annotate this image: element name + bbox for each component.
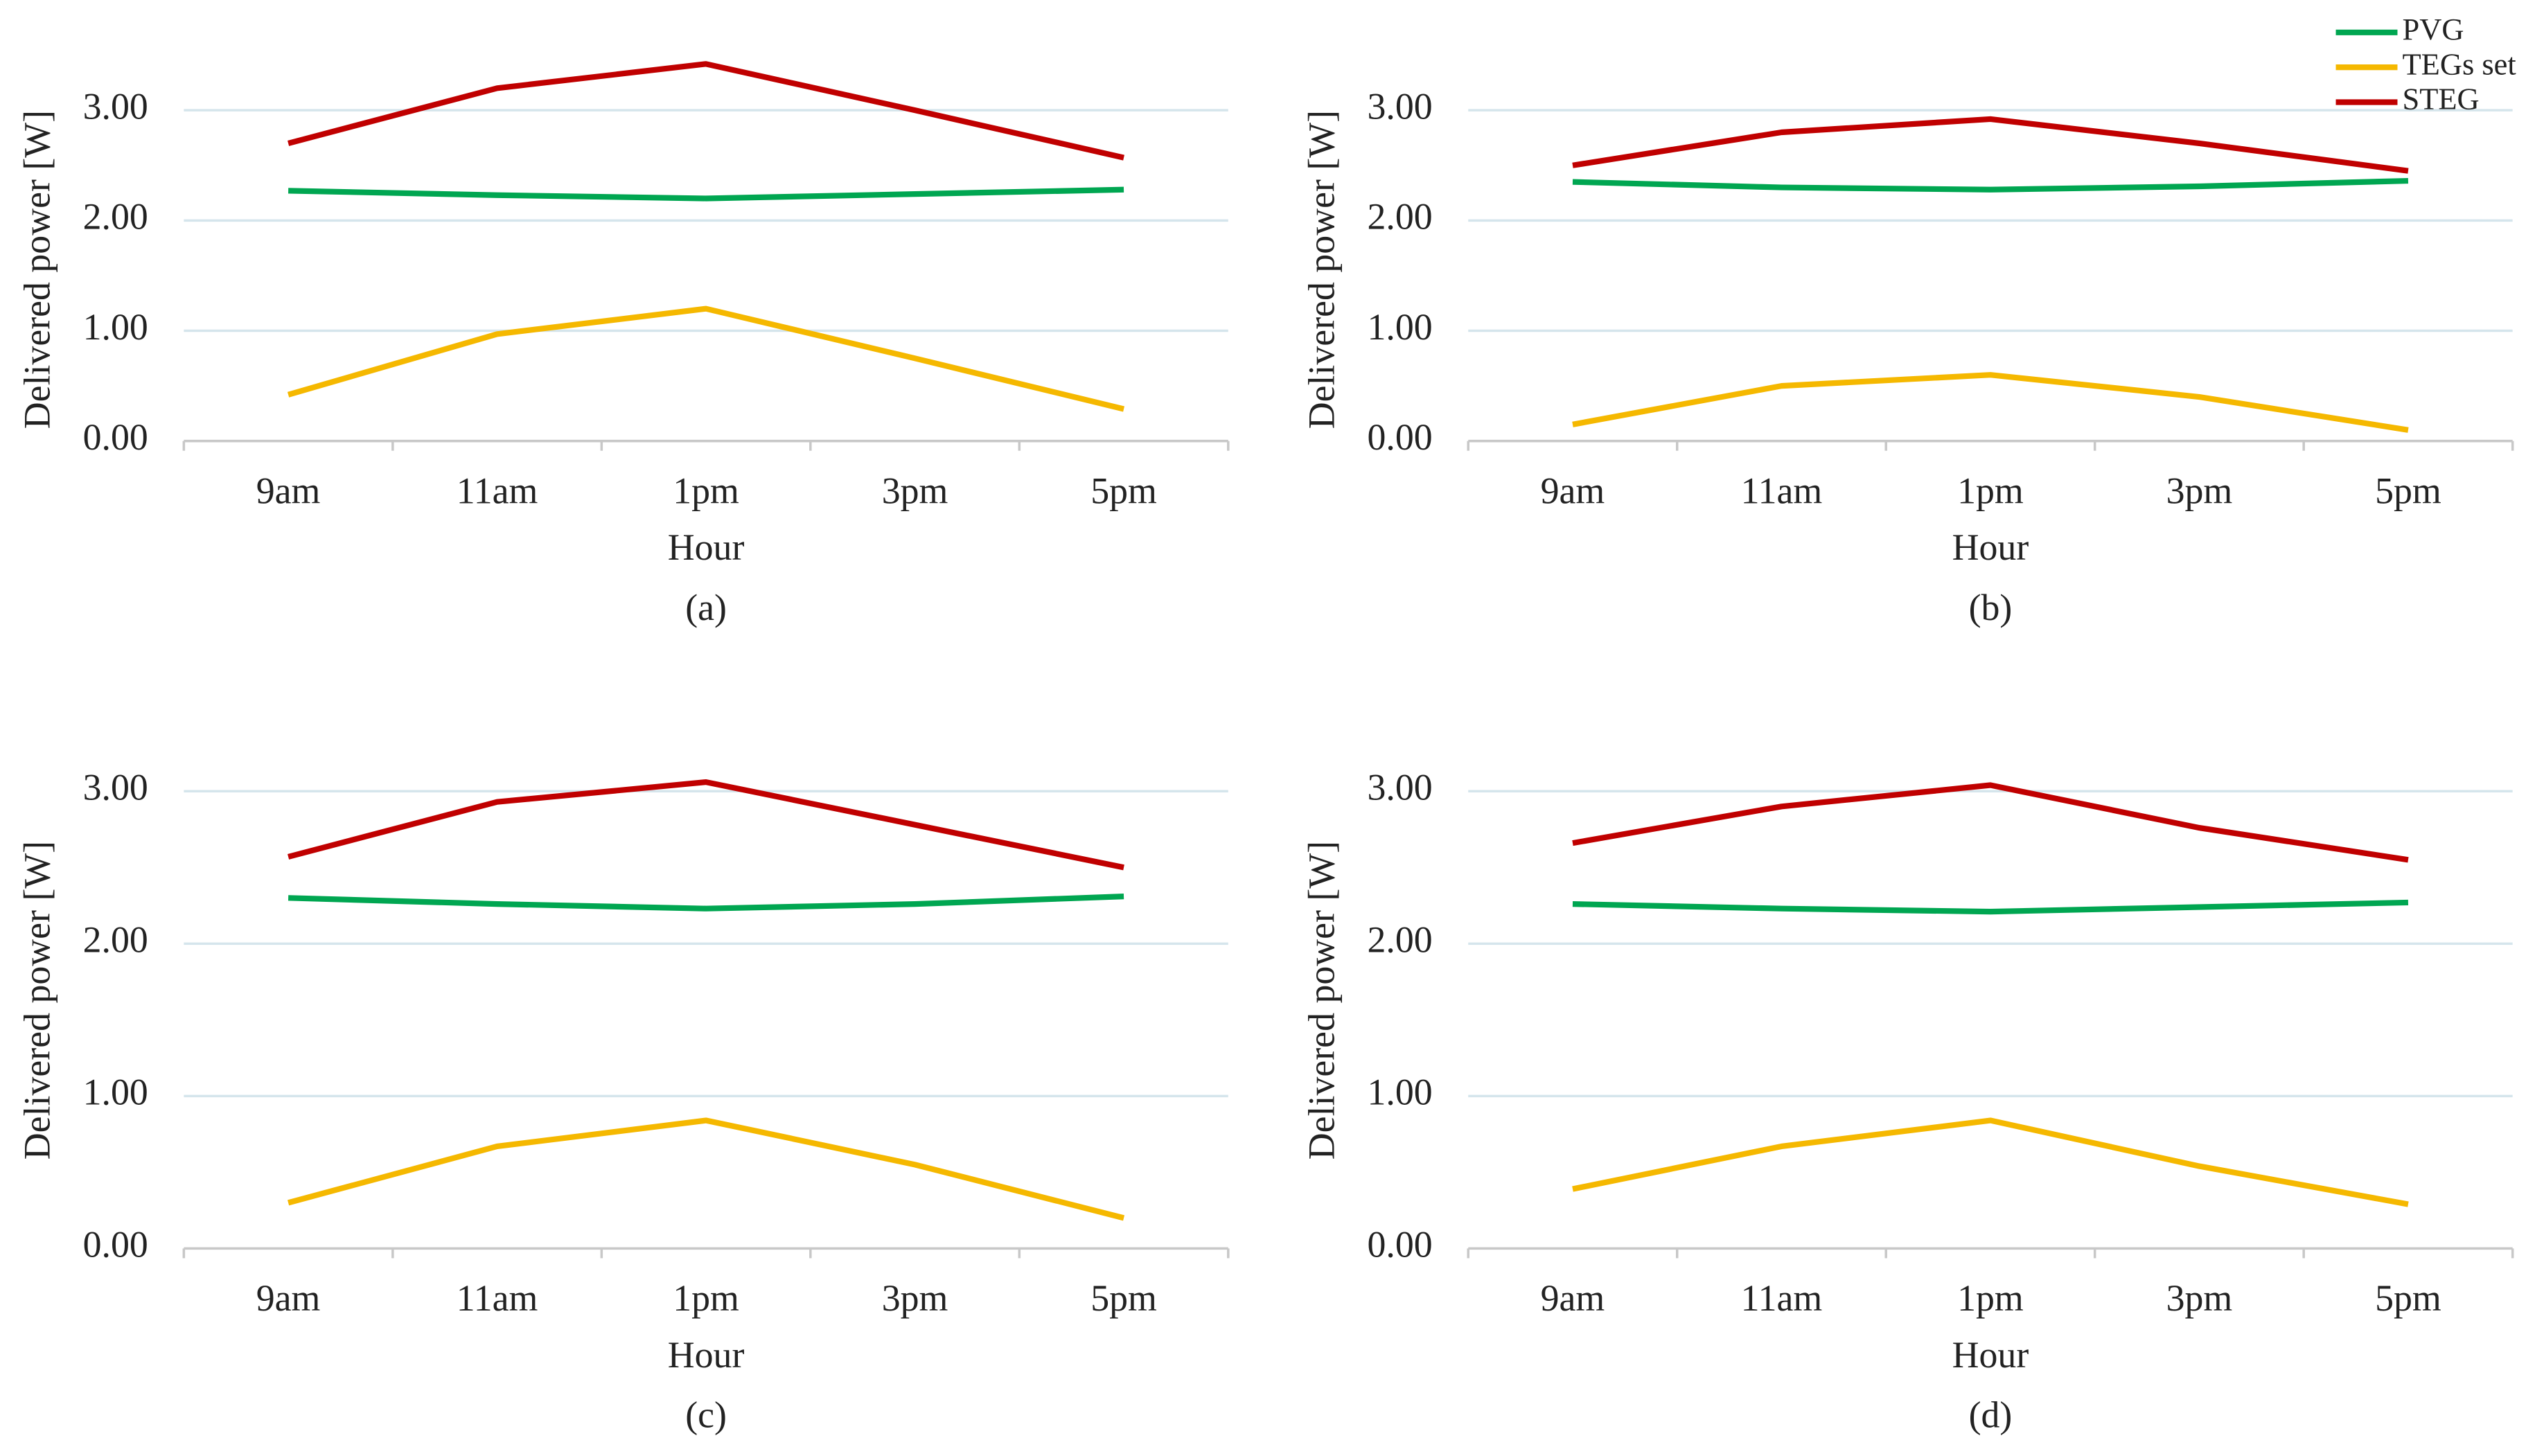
y-tick-label: 3.00 (1368, 767, 1433, 808)
x-tick-label: 11am (457, 1277, 538, 1319)
y-tick-label: 0.00 (1368, 1224, 1433, 1266)
y-tick-label: 0.00 (83, 416, 148, 458)
x-tick-label: 3pm (2166, 1277, 2233, 1319)
x-tick-label: 3pm (2166, 470, 2233, 511)
x-tick-label: 9am (1541, 1277, 1605, 1319)
x-axis-label: Hour (1952, 1334, 2029, 1376)
series-line (1572, 899, 2409, 915)
x-tick-label: 11am (1741, 1277, 1823, 1319)
y-tick-label: 1.00 (1368, 306, 1433, 348)
series-line (288, 894, 1124, 912)
x-tick-label: 11am (1741, 470, 1823, 511)
x-axis-label: Hour (1952, 526, 2029, 568)
x-tick-label: 1pm (1957, 1277, 2024, 1319)
y-tick-label: 0.00 (1368, 416, 1433, 458)
chart-title: (a) (685, 587, 727, 628)
y-axis-label: Delivered power [W] (17, 841, 58, 1160)
x-tick-label: 5pm (1090, 470, 1157, 511)
legend-label: STEG (2403, 82, 2480, 116)
y-axis-label: Delivered power [W] (1301, 841, 1343, 1160)
y-tick-label: 2.00 (83, 919, 148, 961)
y-tick-label: 0.00 (83, 1224, 148, 1266)
x-tick-label: 1pm (673, 1277, 739, 1319)
y-axis-label: Delivered power [W] (1301, 110, 1343, 429)
series-line (1572, 372, 2409, 433)
y-tick-label: 2.00 (83, 196, 148, 238)
y-tick-label: 3.00 (83, 767, 148, 808)
y-tick-label: 3.00 (83, 86, 148, 127)
series-line (1572, 1117, 2409, 1207)
chart-title: (c) (685, 1394, 727, 1436)
y-tick-label: 1.00 (83, 1072, 148, 1113)
x-tick-label: 11am (457, 470, 538, 511)
y-tick-label: 2.00 (1368, 196, 1433, 238)
x-tick-label: 1pm (1957, 470, 2024, 511)
chart-title: (d) (1969, 1394, 2013, 1436)
x-axis-label: Hour (668, 526, 745, 568)
series-line (1572, 116, 2409, 174)
series-line (288, 61, 1124, 161)
x-tick-label: 3pm (882, 470, 948, 511)
series-line (288, 186, 1124, 202)
x-tick-label: 5pm (2375, 1277, 2441, 1319)
chart-title: (b) (1969, 587, 2013, 628)
series-line (288, 779, 1124, 871)
legend-label: TEGs set (2403, 46, 2517, 81)
legend-label: PVG (2403, 12, 2464, 46)
x-tick-label: 9am (256, 470, 321, 511)
x-axis-label: Hour (668, 1334, 745, 1376)
x-tick-label: 5pm (1090, 1277, 1157, 1319)
series-line (1572, 782, 2409, 863)
y-tick-label: 2.00 (1368, 919, 1433, 961)
series-line (1572, 177, 2409, 193)
x-tick-label: 9am (1541, 470, 1605, 511)
y-tick-label: 1.00 (1368, 1072, 1433, 1113)
x-tick-label: 9am (256, 1277, 321, 1319)
y-axis-label: Delivered power [W] (17, 110, 58, 429)
x-tick-label: 5pm (2375, 470, 2441, 511)
series-line (287, 305, 1125, 412)
series-line (288, 1117, 1125, 1221)
x-tick-label: 3pm (882, 1277, 948, 1319)
y-tick-label: 1.00 (83, 306, 148, 348)
y-tick-label: 3.00 (1368, 86, 1433, 127)
x-tick-label: 1pm (673, 470, 739, 511)
